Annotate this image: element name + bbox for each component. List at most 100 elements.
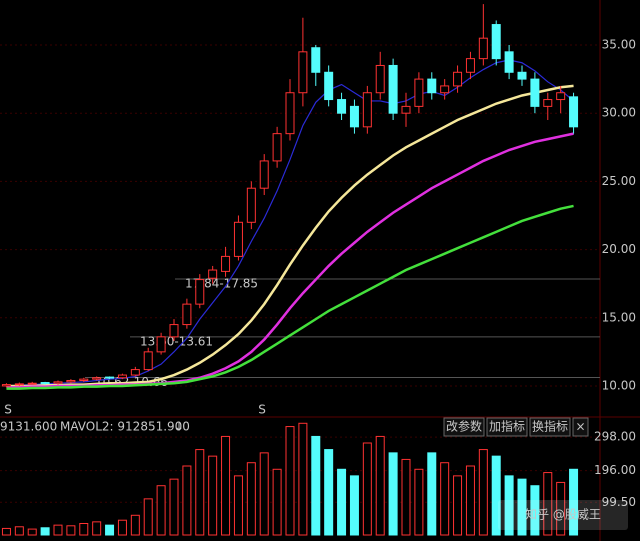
- y-tick-label: 35.00: [602, 38, 636, 52]
- volume-bar: [491, 455, 501, 536]
- candle-body: [375, 64, 385, 94]
- volume-bar: [401, 458, 411, 536]
- button[interactable]: 加指标: [489, 419, 525, 434]
- candle-body: [530, 78, 540, 107]
- candle-body: [92, 377, 102, 380]
- volume-bar: [298, 422, 308, 536]
- candle-body: [221, 255, 231, 272]
- watermark-bg: [498, 500, 628, 530]
- volume-bar: [169, 478, 179, 536]
- y-tick-label: 15.00: [602, 310, 636, 324]
- volume-bar: [311, 435, 321, 536]
- volume-bar: [1, 527, 11, 536]
- volume-bar: [272, 468, 282, 536]
- y-tick-label: 30.00: [602, 106, 636, 120]
- candle-body: [324, 71, 334, 101]
- y-tick-label: 298.00: [594, 430, 636, 444]
- volume-bar: [530, 485, 540, 536]
- watermark: 知乎 @股威王: [525, 508, 601, 522]
- volume-bar: [427, 452, 437, 536]
- volume-bar: [105, 524, 115, 536]
- candle-body: [1, 384, 11, 387]
- candle-body: [517, 71, 527, 80]
- candle-body: [105, 376, 115, 379]
- button-frame[interactable]: [486, 417, 528, 437]
- volume-bar: [182, 465, 192, 536]
- candle-body: [169, 324, 179, 338]
- candle-body: [337, 99, 347, 114]
- y-tick-label: 10.00: [602, 378, 636, 392]
- candle-body: [66, 379, 76, 383]
- volume-bar: [388, 452, 398, 536]
- volume-bar: [453, 475, 463, 536]
- candle-body: [182, 303, 192, 326]
- button-frame[interactable]: [443, 417, 485, 437]
- indicator-label: MAVOL2: 912851.900: [60, 420, 190, 434]
- candle-body: [27, 382, 37, 385]
- volume-bar: [66, 525, 76, 536]
- signal-marker: S: [258, 403, 266, 417]
- candle-body: [143, 351, 153, 371]
- candle-body: [427, 78, 437, 94]
- candle-body: [130, 369, 140, 376]
- candle-body: [298, 51, 308, 94]
- button-frame[interactable]: [529, 417, 571, 437]
- volume-bar: [14, 526, 24, 536]
- candle-body: [465, 58, 475, 73]
- volume-bar: [556, 481, 566, 536]
- volume-bar: [337, 468, 347, 536]
- button-frame[interactable]: [572, 417, 589, 437]
- y-tick-label: 196.00: [594, 463, 636, 477]
- volume-bar: [478, 449, 488, 536]
- volume-bar: [92, 521, 102, 536]
- ma-line: [6, 204, 574, 390]
- candle-body: [569, 96, 579, 128]
- volume-bar: [117, 519, 127, 536]
- indicator-label: ↓: [174, 420, 184, 434]
- volume-bar: [569, 468, 579, 536]
- volume-bar: [233, 475, 243, 536]
- volume-bar: [53, 524, 63, 536]
- y-tick-label: 25.00: [602, 174, 636, 188]
- volume-bar: [517, 478, 527, 536]
- button[interactable]: ×: [575, 420, 585, 434]
- candle-body: [388, 64, 398, 114]
- candle-body: [14, 383, 24, 386]
- volume-bar: [27, 528, 37, 536]
- volume-bar: [375, 435, 385, 536]
- candle-body: [195, 279, 205, 305]
- volume-bar: [362, 442, 372, 536]
- volume-bar: [324, 449, 334, 536]
- volume-bar: [440, 462, 450, 536]
- candle-body: [401, 105, 411, 114]
- candle-body: [504, 51, 514, 73]
- volume-bar: [543, 472, 553, 536]
- candle-body: [414, 78, 424, 107]
- volume-bar: [208, 455, 218, 536]
- volume-bar: [259, 452, 269, 536]
- button[interactable]: 改参数: [446, 419, 482, 434]
- candle-body: [453, 71, 463, 87]
- candle-body: [233, 221, 243, 257]
- candle-body: [208, 269, 218, 279]
- volume-bar: [349, 475, 359, 536]
- candle-body: [79, 378, 89, 381]
- candle-body: [349, 105, 359, 128]
- indicator-label: 9131.600: [0, 420, 57, 434]
- volume-bar: [285, 426, 295, 536]
- candle-body: [285, 92, 295, 135]
- candle-body: [311, 47, 321, 73]
- button[interactable]: 换指标: [532, 419, 568, 434]
- volume-bar: [143, 498, 153, 536]
- candle-body: [156, 336, 166, 353]
- candle-body: [478, 37, 488, 60]
- candle-body: [40, 382, 50, 385]
- candle-body: [246, 187, 256, 223]
- ma-line: [6, 59, 574, 387]
- volume-bar: [195, 449, 205, 536]
- volume-bar: [414, 468, 424, 536]
- y-tick-label: 99.50: [602, 495, 636, 509]
- volume-bar: [221, 435, 231, 536]
- candle-body: [272, 133, 282, 162]
